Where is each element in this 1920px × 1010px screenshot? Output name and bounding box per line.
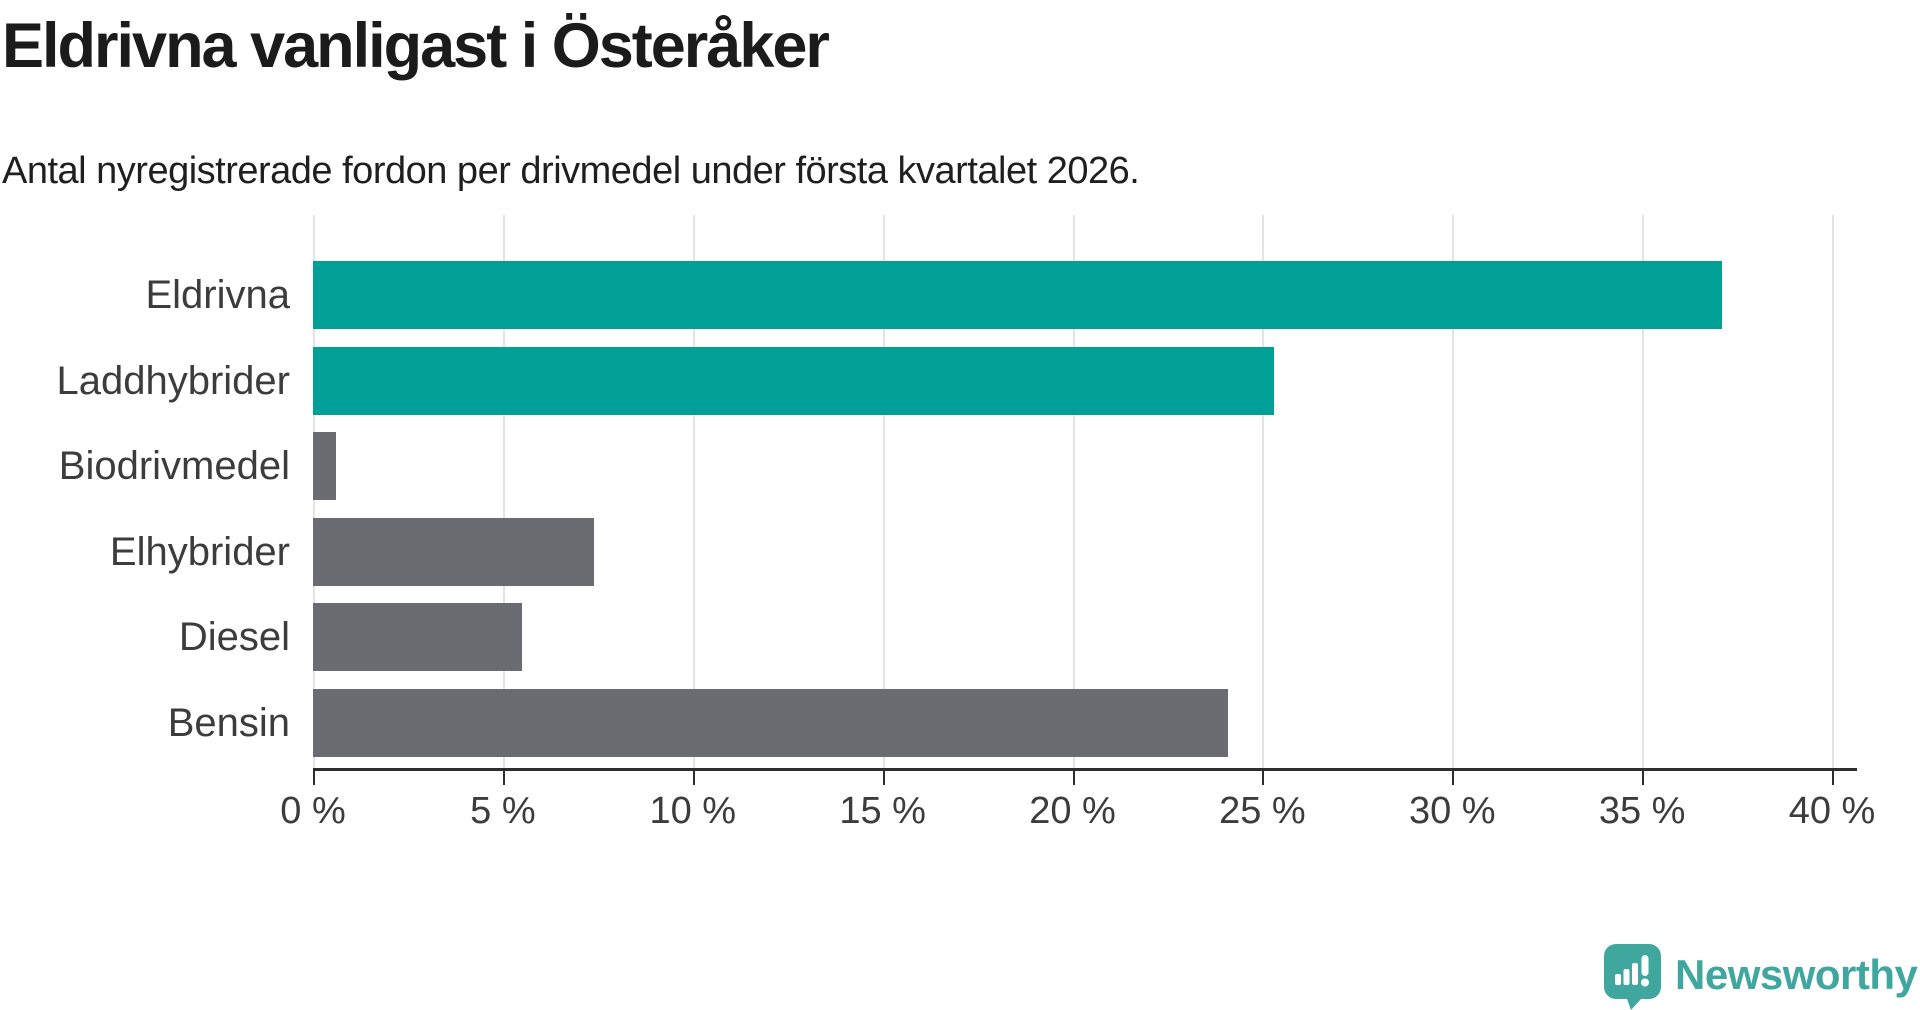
tick-label-30: 30 % bbox=[1408, 790, 1496, 832]
tick-mark-30 bbox=[1452, 771, 1455, 785]
x-axis-line bbox=[313, 768, 1857, 771]
gridline-5 bbox=[502, 215, 505, 768]
category-label-elhybrider: Elhybrider bbox=[109, 529, 290, 574]
tick-label-35: 35 % bbox=[1598, 790, 1686, 832]
tick-label-15: 15 % bbox=[839, 790, 926, 832]
chart-title: Eldrivna vanligast i Österåker bbox=[2, 11, 830, 81]
tick-mark-15 bbox=[882, 771, 885, 785]
tick-mark-40 bbox=[1832, 771, 1834, 785]
tick-label-0: 0 % bbox=[280, 790, 346, 832]
tick-label-5: 5 % bbox=[470, 790, 536, 832]
chart-subtitle: Antal nyregistrerade fordon per drivmede… bbox=[2, 150, 1140, 192]
gridline-35 bbox=[1642, 215, 1645, 768]
tick-mark-10 bbox=[692, 771, 695, 785]
bar-elhybrider bbox=[313, 517, 594, 586]
tick-label-20: 20 % bbox=[1029, 790, 1116, 832]
tick-label-25: 25 % bbox=[1219, 790, 1306, 832]
tick-mark-20 bbox=[1072, 771, 1075, 785]
newsworthy-speech-bubble-chart-icon bbox=[1604, 944, 1661, 1010]
tick-label-40: 40 % bbox=[1788, 790, 1876, 832]
bar-laddhybrider bbox=[313, 346, 1274, 415]
bar-diesel bbox=[313, 603, 522, 672]
bar-bensin bbox=[313, 689, 1229, 757]
gridline-10 bbox=[692, 215, 695, 768]
bar-biodrivmedel bbox=[313, 432, 336, 501]
gridline-40 bbox=[1832, 215, 1834, 768]
bar-eldrivna bbox=[313, 261, 1722, 329]
gridline-20 bbox=[1072, 215, 1075, 768]
tick-mark-0 bbox=[313, 771, 315, 785]
category-label-laddhybrider: Laddhybrider bbox=[56, 358, 291, 403]
gridline-30 bbox=[1452, 215, 1455, 768]
tick-label-10: 10 % bbox=[649, 790, 737, 832]
category-label-diesel: Diesel bbox=[178, 615, 290, 660]
plot-area bbox=[313, 215, 1834, 768]
newsworthy-logo: Newsworthy bbox=[1604, 944, 1918, 1010]
gridline-15 bbox=[882, 215, 885, 768]
category-label-biodrivmedel: Biodrivmedel bbox=[58, 444, 290, 489]
category-label-eldrivna: Eldrivna bbox=[145, 273, 290, 317]
tick-mark-25 bbox=[1262, 771, 1265, 785]
gridline-25 bbox=[1262, 215, 1265, 768]
newsworthy-logo-text: Newsworthy bbox=[1675, 951, 1918, 998]
tick-mark-5 bbox=[502, 771, 505, 785]
tick-mark-35 bbox=[1642, 771, 1645, 785]
category-label-bensin: Bensin bbox=[167, 701, 290, 745]
